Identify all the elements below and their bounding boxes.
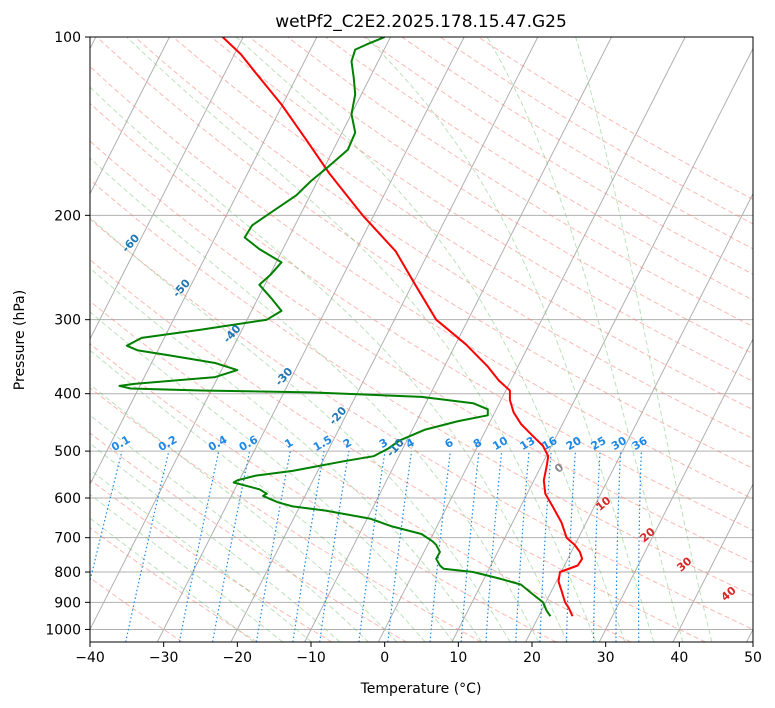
dewpoint-profile-line (118, 37, 552, 617)
isotherm-gridline (451, 47, 753, 642)
x-tick-label: −20 (223, 650, 253, 666)
mixing-ratio-line (358, 451, 386, 642)
x-tick-label: 10 (449, 650, 467, 666)
y-tick-label: 600 (54, 491, 81, 507)
moist-adiabat (90, 157, 540, 642)
moist-adiabat (90, 217, 511, 642)
dry-adiabat (90, 65, 753, 500)
y-tick-label: 500 (54, 444, 81, 460)
isotherm-gridline (230, 37, 539, 642)
isotherm-gridline (90, 37, 318, 486)
mixing-ratio-line (90, 450, 123, 584)
mixing-ratio-line (387, 451, 413, 642)
moist-adiabat (126, 37, 597, 642)
x-tick-label: −10 (296, 650, 326, 666)
y-axis-title: Pressure (hPa) (12, 290, 28, 390)
y-tick-label: 800 (54, 565, 81, 581)
x-tick-label: 40 (670, 650, 688, 666)
dry-adiabat (90, 343, 557, 642)
isotherm-gridline (156, 37, 465, 642)
moist-adiabat (90, 383, 398, 642)
x-tick-label: 0 (380, 650, 389, 666)
moist-adiabat (90, 414, 369, 642)
mixing-ratio-line (292, 450, 325, 642)
dry-adiabat (210, 37, 753, 382)
moist-adiabat (575, 37, 713, 642)
x-tick-label: 20 (523, 650, 541, 666)
mixing-ratio-line (125, 450, 170, 642)
dry-adiabat (90, 387, 482, 642)
plot-frame (89, 36, 754, 643)
dry-adiabat (90, 577, 183, 642)
mixing-ratio-line (485, 451, 503, 642)
y-tick-label: 100 (54, 30, 81, 46)
y-tick-label: 300 (54, 313, 81, 329)
temperature-profile-line (221, 37, 584, 617)
plot-area-series (118, 37, 584, 617)
y-tick-label: 900 (54, 595, 81, 611)
y-tick-label: 700 (54, 531, 81, 547)
moist-adiabat (90, 493, 284, 642)
moist-adiabat (365, 37, 655, 642)
isotherm-gridline (672, 483, 753, 642)
dry-adiabat (134, 37, 753, 440)
x-axis: −40 −30 −20 −10 0 10 20 30 40 50 (75, 642, 762, 666)
x-axis-title: Temperature (°C) (360, 681, 482, 697)
dry-adiabat (90, 140, 753, 563)
dry-adiabat (90, 218, 753, 630)
y-tick-label: 1000 (45, 622, 81, 638)
mixing-ratio-line (429, 451, 452, 642)
isotherm-gridline (90, 37, 391, 631)
isotherm-gridline (90, 37, 244, 341)
isotherm-gridline (525, 192, 753, 642)
x-tick-label: −40 (75, 650, 105, 666)
isotherm-gridline (90, 37, 170, 195)
dry-adiabat (172, 37, 753, 411)
y-axis: 100 200 300 400 500 600 700 800 900 1000 (45, 30, 90, 638)
dry-adiabat (90, 432, 407, 642)
moist-adiabat (90, 86, 568, 642)
moist-adiabat (235, 37, 626, 642)
moist-adiabat (90, 311, 454, 642)
x-tick-label: 30 (597, 650, 615, 666)
mixing-ratio-line (460, 451, 480, 642)
isotherm-gridline (377, 37, 686, 642)
dry-adiabat (90, 102, 753, 531)
dry-adiabat (90, 479, 333, 642)
y-tick-label: 400 (54, 387, 81, 403)
mixing-ratio-line (319, 451, 350, 642)
x-tick-label: −30 (149, 650, 179, 666)
moist-adiabat (90, 469, 312, 642)
chart-title: wetPf2_C2E2.2025.178.15.47.G25 (275, 12, 567, 32)
y-tick-label: 200 (54, 208, 81, 224)
x-tick-label: 50 (744, 650, 762, 666)
plot-area-grid (90, 37, 753, 642)
dry-adiabat (90, 259, 706, 642)
dry-adiabat (90, 300, 631, 642)
